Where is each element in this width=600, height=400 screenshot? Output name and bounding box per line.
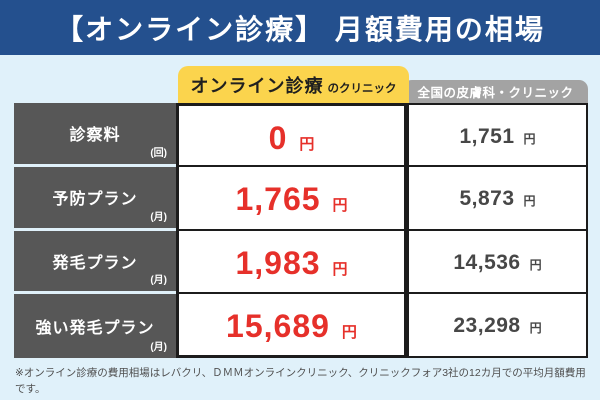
row-label-prevention-plan: 予防プラン (月) xyxy=(14,166,176,231)
footnote-line-1: ※オンライン診療の費用相場はレバクリ、ＤＭＭオンラインクリニック、クリニックフォ… xyxy=(15,367,586,396)
footnote: ※オンライン診療の費用相場はレバクリ、ＤＭＭオンラインクリニック、クリニックフォ… xyxy=(15,365,593,400)
comparison-table: 診察料 (回) 0 円 1,751 円 予防プラン (月) 1,765 円 5,… xyxy=(14,103,588,358)
yen-suffix: 円 xyxy=(523,193,536,208)
national-price-value: 1,751 xyxy=(459,125,515,148)
national-price-cell: 23,298 円 xyxy=(407,294,588,358)
online-price-cell: 0 円 xyxy=(176,103,407,167)
national-price-value: 14,536 xyxy=(453,250,521,274)
yen-suffix: 円 xyxy=(332,260,348,278)
yen-suffix: 円 xyxy=(332,196,348,214)
tab-online-label-suffix: のクリニック xyxy=(327,83,397,95)
online-price-cell: 15,689 円 xyxy=(176,294,407,358)
row-label-consultation-fee: 診察料 (回) xyxy=(14,103,176,167)
title-bar: 【オンライン診療】 月額費用の相場 xyxy=(0,0,600,55)
row-label-text: 予防プラン xyxy=(52,191,138,209)
online-price-cell: 1,983 円 xyxy=(176,230,407,295)
yen-suffix: 円 xyxy=(341,324,357,342)
yen-suffix: 円 xyxy=(529,257,542,272)
online-price-value: 15,689 xyxy=(226,308,330,345)
online-price-value: 1,983 xyxy=(235,244,321,281)
yen-suffix: 円 xyxy=(529,321,542,336)
online-price-value: 1,765 xyxy=(235,180,321,217)
national-price-value: 5,873 xyxy=(459,186,515,210)
tab-national-label: 全国の皮膚科・クリニック xyxy=(417,86,574,100)
row-label-hair-growth-plan: 発毛プラン (月) xyxy=(14,230,176,295)
national-price-cell: 5,873 円 xyxy=(407,166,588,231)
yen-suffix: 円 xyxy=(523,132,536,146)
national-price-cell: 14,536 円 xyxy=(407,230,588,295)
online-price-value: 0 xyxy=(268,120,288,156)
tab-national-clinics: 全国の皮膚科・クリニック xyxy=(403,80,588,103)
row-unit-text: (月) xyxy=(150,275,167,287)
national-price-cell: 1,751 円 xyxy=(407,103,588,167)
row-label-strong-hair-growth-plan: 強い発毛プラン (月) xyxy=(14,294,176,358)
national-price-value: 23,298 xyxy=(453,314,521,338)
row-label-text: 発毛プラン xyxy=(52,254,138,272)
yen-suffix: 円 xyxy=(299,136,315,153)
row-label-text: 強い発毛プラン xyxy=(35,320,155,338)
comparison-infographic: 全国の皮膚科・クリニック オンライン診療 のクリニック 診察料 (回) 0 円 … xyxy=(0,55,600,400)
online-price-cell: 1,765 円 xyxy=(176,166,407,231)
tab-online-clinic: オンライン診療 のクリニック xyxy=(178,66,409,103)
row-unit-text: (月) xyxy=(150,342,167,353)
row-label-text: 診察料 xyxy=(69,127,121,145)
row-unit-text: (月) xyxy=(150,211,167,223)
page-title: 【オンライン診療】 月額費用の相場 xyxy=(55,13,545,45)
row-unit-text: (回) xyxy=(150,147,167,159)
tab-online-label-main: オンライン診療 xyxy=(190,75,324,96)
